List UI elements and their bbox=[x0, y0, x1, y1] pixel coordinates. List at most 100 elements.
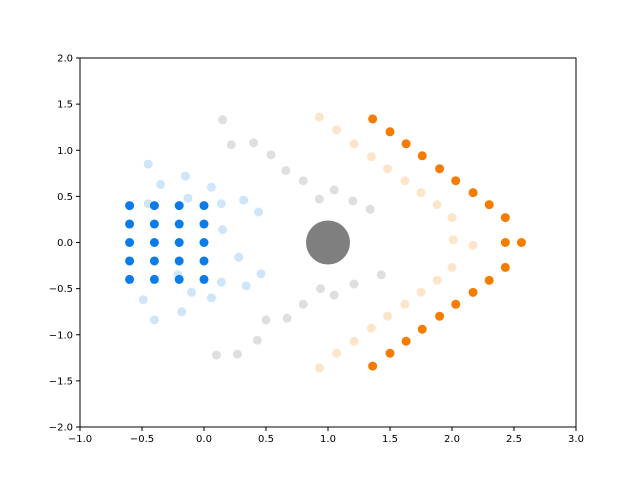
data-point bbox=[149, 256, 159, 266]
data-point bbox=[125, 219, 135, 229]
data-point bbox=[417, 324, 427, 334]
data-point bbox=[174, 256, 184, 266]
x-tick-label: 2.5 bbox=[506, 434, 522, 445]
x-tick-label: 1.5 bbox=[382, 434, 398, 445]
y-tick-label: 1.5 bbox=[57, 100, 73, 111]
data-point bbox=[401, 139, 411, 149]
data-point bbox=[447, 213, 457, 223]
data-point bbox=[500, 238, 510, 247]
data-point bbox=[216, 199, 226, 209]
data-point bbox=[180, 171, 190, 181]
data-point bbox=[349, 336, 359, 346]
data-point bbox=[199, 201, 209, 211]
data-point bbox=[366, 152, 376, 162]
data-point bbox=[416, 287, 426, 297]
data-point bbox=[173, 270, 183, 280]
data-point bbox=[256, 269, 266, 279]
data-point bbox=[314, 112, 324, 122]
data-point bbox=[366, 323, 376, 333]
data-point bbox=[199, 219, 209, 229]
plot-marks bbox=[125, 112, 526, 373]
data-point bbox=[500, 213, 510, 223]
data-point bbox=[332, 348, 342, 358]
data-point bbox=[216, 277, 226, 287]
data-point bbox=[385, 348, 395, 358]
data-point bbox=[468, 188, 478, 198]
data-point bbox=[232, 349, 242, 359]
data-point bbox=[174, 238, 184, 247]
data-point bbox=[218, 115, 228, 125]
data-point bbox=[177, 307, 187, 317]
data-point bbox=[484, 200, 494, 210]
data-point bbox=[261, 315, 271, 325]
data-point bbox=[298, 299, 308, 309]
data-point bbox=[183, 193, 193, 203]
data-point bbox=[149, 238, 159, 247]
data-point bbox=[149, 219, 159, 229]
data-point bbox=[468, 240, 478, 250]
data-point bbox=[435, 164, 445, 174]
data-point bbox=[143, 159, 153, 169]
data-point bbox=[125, 274, 135, 284]
data-point bbox=[149, 315, 159, 325]
data-point bbox=[365, 204, 375, 214]
data-point bbox=[500, 262, 510, 272]
x-tick-label: 0.5 bbox=[258, 434, 274, 445]
x-tick-label: 2.0 bbox=[444, 434, 460, 445]
data-point bbox=[432, 275, 442, 285]
x-tick-label: 1.0 bbox=[320, 434, 336, 445]
center-marker bbox=[306, 220, 350, 265]
data-point bbox=[239, 195, 249, 205]
data-point bbox=[329, 290, 339, 300]
data-point bbox=[174, 201, 184, 211]
data-point bbox=[368, 361, 378, 371]
data-point bbox=[451, 176, 461, 186]
x-tick-label: 0.0 bbox=[196, 434, 212, 445]
y-tick-label: 0.0 bbox=[57, 238, 73, 249]
data-point bbox=[234, 252, 244, 262]
data-point bbox=[314, 194, 324, 204]
data-point bbox=[149, 274, 159, 284]
data-point bbox=[138, 295, 148, 305]
data-point bbox=[349, 279, 359, 289]
y-tick-label: 0.5 bbox=[57, 192, 73, 203]
data-point bbox=[199, 256, 209, 266]
data-point bbox=[468, 287, 478, 297]
x-tick-label: −1.0 bbox=[68, 434, 92, 445]
data-point bbox=[383, 164, 393, 174]
y-tick-label: −2.0 bbox=[49, 423, 73, 434]
data-point bbox=[432, 200, 442, 210]
data-point bbox=[447, 262, 457, 272]
data-point bbox=[125, 256, 135, 266]
data-point bbox=[448, 235, 458, 245]
data-point bbox=[174, 274, 184, 284]
data-point bbox=[282, 313, 292, 323]
data-point bbox=[400, 176, 410, 186]
data-point bbox=[417, 151, 427, 161]
data-point bbox=[329, 185, 339, 195]
x-tick-label: 3.0 bbox=[568, 434, 584, 445]
data-point bbox=[125, 238, 135, 247]
data-point bbox=[385, 127, 395, 137]
data-point bbox=[241, 281, 251, 291]
data-point bbox=[400, 299, 410, 309]
y-tick-label: −0.5 bbox=[49, 284, 73, 295]
y-tick-label: −1.5 bbox=[49, 376, 73, 387]
data-point bbox=[249, 138, 259, 148]
data-point bbox=[156, 179, 166, 189]
y-tick-label: −1.0 bbox=[49, 330, 73, 341]
data-point bbox=[218, 225, 228, 235]
data-point bbox=[252, 335, 262, 345]
data-point bbox=[199, 238, 209, 247]
data-point bbox=[281, 166, 291, 176]
data-point bbox=[149, 201, 159, 211]
data-point bbox=[143, 199, 153, 209]
data-point bbox=[368, 114, 378, 124]
data-point bbox=[206, 293, 216, 303]
data-point bbox=[266, 150, 276, 160]
data-point bbox=[314, 363, 324, 373]
data-point bbox=[376, 270, 386, 280]
data-point bbox=[316, 284, 326, 294]
data-point bbox=[206, 182, 216, 192]
